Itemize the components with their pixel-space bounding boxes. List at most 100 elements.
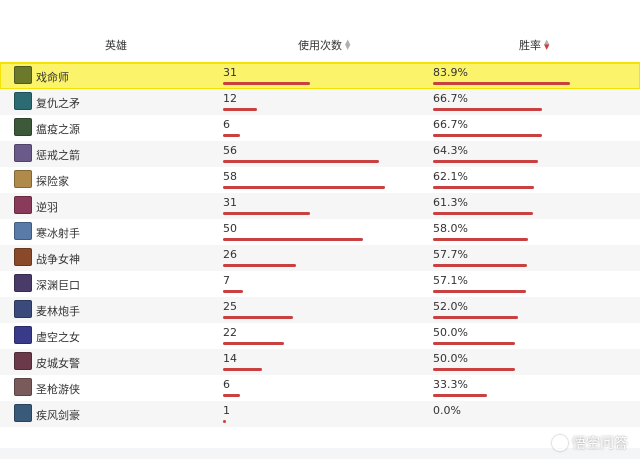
usage-bar bbox=[223, 368, 262, 371]
table-row[interactable]: 惩戒之箭 56 64.3% bbox=[0, 141, 640, 167]
header-hero-label: 英雄 bbox=[105, 39, 127, 52]
hero-avatar bbox=[14, 170, 32, 188]
winrate-cell: 83.9% bbox=[433, 66, 570, 85]
usage-cell: 14 bbox=[223, 352, 262, 371]
winrate-cell: 66.7% bbox=[433, 118, 542, 137]
usage-value: 58 bbox=[223, 170, 237, 183]
winrate-bar bbox=[433, 134, 542, 137]
winrate-value: 57.1% bbox=[433, 274, 468, 287]
usage-bar bbox=[223, 238, 363, 241]
winrate-value: 50.0% bbox=[433, 352, 468, 365]
hero-avatar bbox=[14, 248, 32, 266]
winrate-value: 50.0% bbox=[433, 326, 468, 339]
usage-cell: 7 bbox=[223, 274, 243, 293]
usage-cell: 50 bbox=[223, 222, 363, 241]
table-row[interactable]: 虚空之女 22 50.0% bbox=[0, 323, 640, 349]
usage-value: 12 bbox=[223, 92, 237, 105]
usage-bar bbox=[223, 108, 257, 111]
hero-name: 探险家 bbox=[36, 175, 69, 188]
table-row[interactable]: 寒冰射手 50 58.0% bbox=[0, 219, 640, 245]
winrate-cell: 66.7% bbox=[433, 92, 542, 111]
usage-cell: 26 bbox=[223, 248, 296, 267]
winrate-value: 52.0% bbox=[433, 300, 468, 313]
usage-cell: 56 bbox=[223, 144, 379, 163]
usage-value: 31 bbox=[223, 196, 237, 209]
hero-avatar bbox=[14, 196, 32, 214]
table-row[interactable]: 瘟疫之源 6 66.7% bbox=[0, 115, 640, 141]
usage-cell: 31 bbox=[223, 196, 310, 215]
winrate-cell: 61.3% bbox=[433, 196, 533, 215]
hero-name: 深渊巨口 bbox=[36, 279, 80, 292]
header-usage-sort-button[interactable]: 使用次数 ▲ ▼ bbox=[298, 37, 350, 53]
usage-bar bbox=[223, 342, 284, 345]
winrate-value: 62.1% bbox=[433, 170, 468, 183]
table-row[interactable]: 麦林炮手 25 52.0% bbox=[0, 297, 640, 323]
header-usage-label: 使用次数 bbox=[298, 39, 342, 52]
usage-value: 22 bbox=[223, 326, 237, 339]
hero-name: 瘟疫之源 bbox=[36, 123, 80, 136]
winrate-cell: 0.0% bbox=[433, 404, 461, 417]
winrate-value: 64.3% bbox=[433, 144, 468, 157]
table-row[interactable]: 战争女神 26 57.7% bbox=[0, 245, 640, 271]
table-row[interactable]: 深渊巨口 7 57.1% bbox=[0, 271, 640, 297]
usage-cell: 6 bbox=[223, 118, 240, 137]
hero-name: 皮城女警 bbox=[36, 357, 80, 370]
hero-avatar bbox=[14, 144, 32, 162]
usage-value: 50 bbox=[223, 222, 237, 235]
usage-value: 25 bbox=[223, 300, 237, 313]
hero-avatar bbox=[14, 222, 32, 240]
winrate-bar bbox=[433, 290, 526, 293]
usage-cell: 31 bbox=[223, 66, 310, 85]
hero-name: 疾风剑豪 bbox=[36, 409, 80, 422]
usage-bar bbox=[223, 186, 385, 189]
usage-value: 1 bbox=[223, 404, 230, 417]
hero-avatar bbox=[14, 274, 32, 292]
hero-name: 惩戒之箭 bbox=[36, 149, 80, 162]
usage-cell: 6 bbox=[223, 378, 240, 397]
sort-desc-active-icon: ▲ ▼ bbox=[544, 38, 550, 51]
table-row[interactable]: 圣枪游侠 6 33.3% bbox=[0, 375, 640, 401]
winrate-cell: 64.3% bbox=[433, 144, 538, 163]
hero-avatar bbox=[14, 66, 32, 84]
usage-bar bbox=[223, 394, 240, 397]
winrate-value: 61.3% bbox=[433, 196, 468, 209]
hero-avatar bbox=[14, 300, 32, 318]
hero-name: 麦林炮手 bbox=[36, 305, 80, 318]
usage-bar bbox=[223, 264, 296, 267]
usage-bar bbox=[223, 290, 243, 293]
usage-bar bbox=[223, 316, 293, 319]
winrate-cell: 62.1% bbox=[433, 170, 534, 189]
hero-avatar bbox=[14, 326, 32, 344]
wukong-logo-icon bbox=[552, 435, 568, 451]
usage-bar bbox=[223, 82, 310, 85]
winrate-bar bbox=[433, 238, 528, 241]
table-row[interactable]: 疾风剑豪 1 0.0% bbox=[0, 401, 640, 427]
table-row[interactable]: 探险家 58 62.1% bbox=[0, 167, 640, 193]
header-hero: 英雄 bbox=[105, 37, 127, 53]
header-winrate-sort-button[interactable]: 胜率 ▲ ▼ bbox=[519, 37, 549, 53]
sort-updown-icon: ▲ ▼ bbox=[345, 38, 351, 51]
hero-stats-panel: 英雄 使用次数 ▲ ▼ 胜率 ▲ ▼ 戏命师 31 83.9% 复仇之矛 12 66.7% 瘟疫… bbox=[0, 0, 640, 448]
winrate-cell: 57.1% bbox=[433, 274, 526, 293]
hero-name: 复仇之矛 bbox=[36, 97, 80, 110]
winrate-bar bbox=[433, 160, 538, 163]
winrate-value: 33.3% bbox=[433, 378, 468, 391]
winrate-value: 58.0% bbox=[433, 222, 468, 235]
winrate-value: 66.7% bbox=[433, 92, 468, 105]
watermark-text: 悟空问答 bbox=[572, 436, 628, 452]
winrate-bar bbox=[433, 264, 527, 267]
winrate-bar bbox=[433, 212, 533, 215]
winrate-bar bbox=[433, 186, 534, 189]
usage-value: 56 bbox=[223, 144, 237, 157]
table-row[interactable]: 逆羽 31 61.3% bbox=[0, 193, 640, 219]
table-row[interactable]: 戏命师 31 83.9% bbox=[0, 62, 640, 90]
hero-avatar bbox=[14, 92, 32, 110]
winrate-value: 66.7% bbox=[433, 118, 468, 131]
usage-value: 31 bbox=[223, 66, 237, 79]
usage-cell: 25 bbox=[223, 300, 293, 319]
usage-value: 14 bbox=[223, 352, 237, 365]
table-row[interactable]: 皮城女警 14 50.0% bbox=[0, 349, 640, 375]
table-row[interactable]: 复仇之矛 12 66.7% bbox=[0, 89, 640, 115]
hero-avatar bbox=[14, 118, 32, 136]
watermark: 悟空问答 bbox=[552, 433, 628, 453]
